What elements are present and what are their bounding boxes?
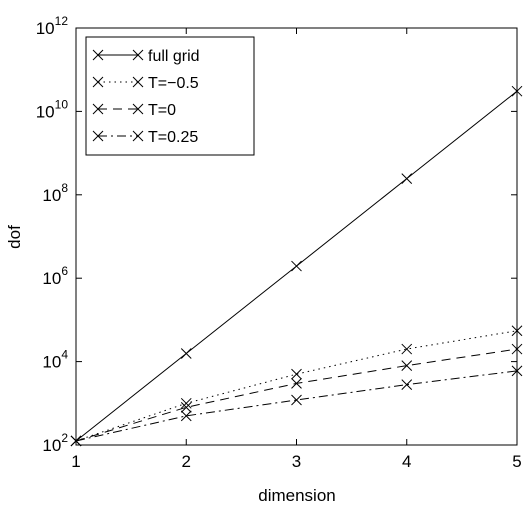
y-tick-label: 104 <box>42 348 68 372</box>
y-tick-label: 1010 <box>36 97 69 121</box>
legend-label: T=−0.5 <box>148 75 199 92</box>
x-tick-label: 3 <box>292 452 301 471</box>
y-axis-label: dof <box>5 225 24 249</box>
y-tick-label: 1012 <box>36 14 69 38</box>
x-tick-label: 1 <box>71 452 80 471</box>
legend-label: T=0 <box>148 102 176 119</box>
x-tick-label: 4 <box>402 452 411 471</box>
x-tick-label: 2 <box>182 452 191 471</box>
x-axis-label: dimension <box>258 486 336 505</box>
legend: full grid T=−0.5 T=0 T=0.25 <box>86 37 254 155</box>
y-tick-label: 108 <box>42 181 68 205</box>
y-tick-label: 106 <box>42 264 68 288</box>
legend-label: T=0.25 <box>148 129 198 146</box>
legend-label: full grid <box>148 48 200 65</box>
y-tick-label: 102 <box>42 431 68 455</box>
x-tick-label: 5 <box>512 452 521 471</box>
